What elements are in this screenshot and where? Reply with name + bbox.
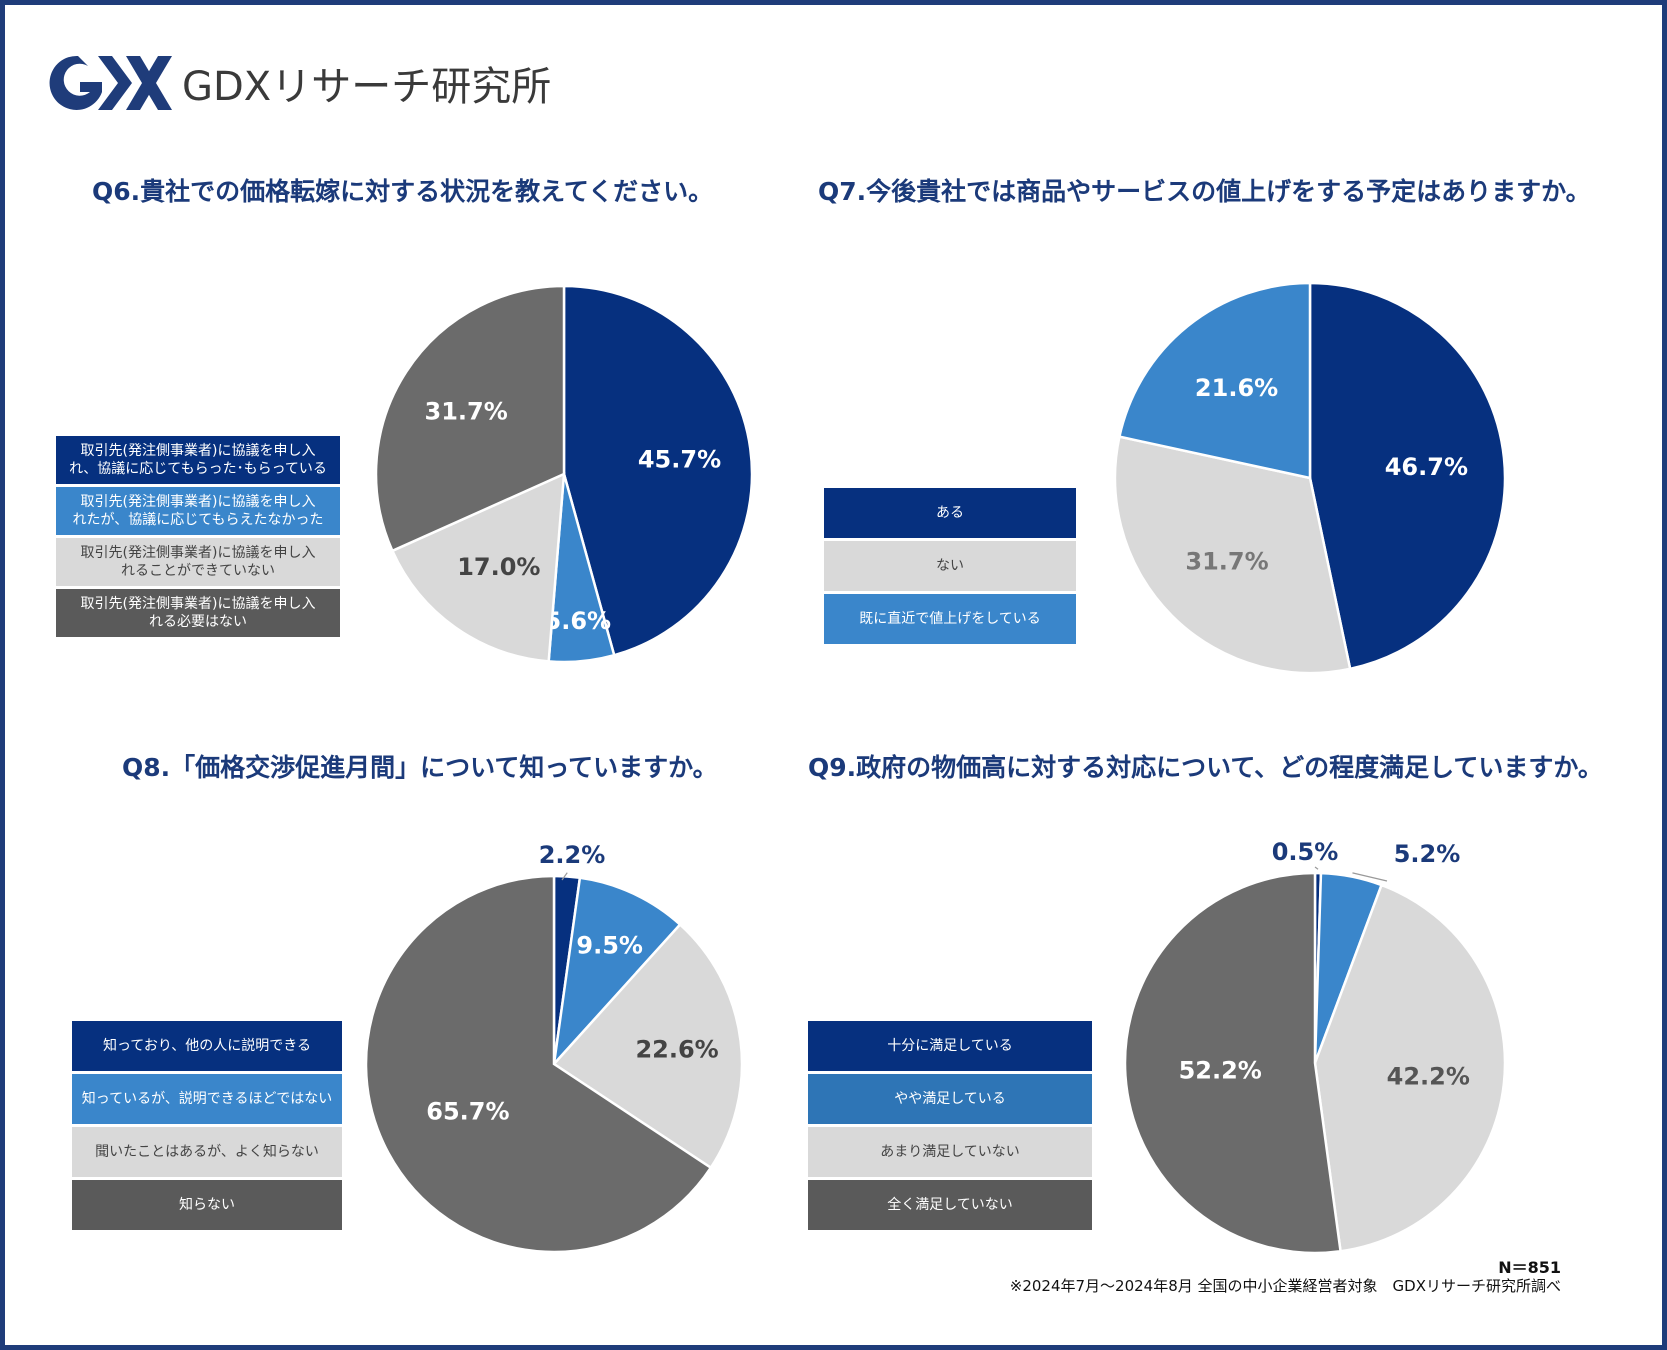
q9-slice-3 (1313, 883, 1507, 1253)
q9-legend-label: 十分に満足している (887, 1038, 1013, 1054)
q7-slice-1 (1308, 281, 1507, 671)
q6-data-label-2: 5.6% (545, 607, 612, 635)
q9-legend-item-3: あまり満足していない (808, 1127, 1092, 1177)
q6-title: Q6.貴社での価格転嫁に対する状況を教えてください。 (92, 177, 714, 206)
q8-legend-item-1: 知っており、他の人に説明できる (72, 1021, 342, 1071)
q6-slice-4 (374, 284, 566, 553)
q7-slice-2 (1113, 435, 1352, 675)
q9-data-label-2: 5.2% (1394, 840, 1461, 868)
q6-legend-label: 取引先(発注側事業者)に協議を申し入 (80, 443, 316, 459)
q6-slice-3 (390, 471, 566, 663)
q6-legend-item-4: 取引先(発注側事業者)に協議を申し入 れる必要はない (56, 589, 340, 637)
q9-data-label-3: 42.2% (1387, 1063, 1470, 1091)
q9-data-label-1: 0.5% (1272, 838, 1339, 866)
q7-legend-label: ない (936, 558, 964, 574)
q8-slice-4 (364, 874, 713, 1254)
q8-legend-item-4: 知らない (72, 1180, 342, 1230)
q9-legend-label: あまり満足していない (880, 1144, 1020, 1160)
q8-data-label-4: 65.7% (426, 1097, 509, 1125)
q6-data-label-4: 31.7% (425, 398, 508, 426)
q9-legend-label: やや満足している (894, 1091, 1006, 1107)
q9-leader-line-2 (1352, 872, 1388, 882)
q9-title: Q9.政府の物価高に対する対応について、どの程度満足していますか。 (808, 753, 1603, 782)
q9-slice-4 (1123, 871, 1342, 1255)
q7-data-label-1: 46.7% (1385, 453, 1468, 481)
q8-pie-chart: 2.2% 9.5% 22.6% 65.7% (364, 841, 744, 1254)
q6-slice-1 (562, 284, 754, 657)
q6-legend-item-2: 取引先(発注側事業者)に協議を申し入 れたが、協議に応じてもらえたなかった (56, 487, 340, 535)
q9-legend: 十分に満足している やや満足している あまり満足していない 全く満足していない (808, 1021, 1092, 1233)
q6-legend: 取引先(発注側事業者)に協議を申し入 れ、協議に応じてもらった･もらっている 取引先… (56, 436, 340, 640)
q8-legend-label: 聞いたことはあるが、よく知らない (95, 1144, 319, 1160)
q7-legend-item-2: ない (824, 541, 1076, 591)
gdx-logo-icon (49, 55, 172, 110)
q8-legend-label: 知っているが、説明できるほどではない (81, 1091, 333, 1107)
q9-data-label-4: 52.2% (1179, 1056, 1262, 1084)
q9-leader-line-1 (1314, 866, 1319, 870)
q6-data-label-1: 45.7% (638, 445, 721, 473)
q8-legend-item-3: 聞いたことはあるが、よく知らない (72, 1127, 342, 1177)
q7-slice-3 (1117, 281, 1312, 480)
q7-data-label-3: 21.6% (1195, 374, 1278, 402)
q8-leader-line-1 (561, 872, 568, 881)
q6-legend-label: 取引先(発注側事業者)に協議を申し入 (80, 596, 316, 612)
q8-slice-2 (552, 876, 682, 1068)
q9-legend-item-2: やや満足している (808, 1074, 1092, 1124)
q8-legend-item-2: 知っているが、説明できるほどではない (72, 1074, 342, 1124)
q8-title: Q8.「価格交渉促進月間」について知っていますか。 (122, 753, 718, 782)
q7-pie-chart: 46.7% 31.7% 21.6% (1113, 281, 1507, 675)
q9-legend-label: 全く満足していない (887, 1197, 1013, 1213)
q7-legend-label: 既に直近で値上げをしている (859, 611, 1041, 627)
q7-legend-item-3: 既に直近で値上げをしている (824, 594, 1076, 644)
q6-legend-label: れ、協議に応じてもらった･もらっている (69, 461, 327, 477)
q9-legend-item-4: 全く満足していない (808, 1180, 1092, 1230)
q6-legend-item-1: 取引先(発注側事業者)に協議を申し入 れ、協議に応じてもらった･もらっている (56, 436, 340, 484)
q8-data-label-2: 9.5% (576, 932, 643, 960)
q6-legend-label: 取引先(発注側事業者)に協議を申し入 (80, 494, 316, 510)
q7-data-label-2: 31.7% (1185, 547, 1268, 575)
q7-legend: あるない既に直近で値上げをしている (824, 488, 1076, 647)
q6-legend-label: れる必要はない (149, 614, 247, 630)
q6-pie-chart: 45.7% 5.6%17.0% 31.7% (374, 284, 754, 664)
logo-text: GDXリサーチ研究所 (182, 64, 552, 110)
q7-title: Q7.今後貴社では商品やサービスの値上げをする予定はありますか。 (818, 177, 1591, 206)
q7-legend-label: ある (936, 505, 964, 521)
q6-data-label-3: 17.0% (457, 553, 540, 581)
q8-legend-label: 知っており、他の人に説明できる (102, 1038, 312, 1054)
source-note: ※2024年7月～2024年8月 全国の中小企業経営者対象 GDXリサーチ研究所… (1009, 1277, 1561, 1295)
q8-legend: 知っており、他の人に説明できる知っているが、説明できるほどではない 聞いたことはあ… (72, 1021, 342, 1233)
q6-legend-label: 取引先(発注側事業者)に協議を申し入 (80, 545, 316, 561)
q6-legend-label: れたが、協議に応じてもらえたなかった (72, 512, 324, 528)
q8-legend-label: 知らない (179, 1197, 235, 1213)
sample-size: N＝851 (1498, 1258, 1561, 1277)
q6-legend-item-3: 取引先(発注側事業者)に協議を申し入 れることができていない (56, 538, 340, 586)
brand-logo: GDXリサーチ研究所 (48, 50, 551, 116)
q8-slice-3 (552, 922, 744, 1170)
q9-legend-item-1: 十分に満足している (808, 1021, 1092, 1071)
q8-data-label-1: 2.2% (539, 841, 606, 869)
q7-legend-item-1: ある (824, 488, 1076, 538)
q6-legend-label: れることができていない (121, 563, 275, 579)
q9-pie-chart: 0.5% 5.2% 42.2% 52.2% (1123, 838, 1507, 1255)
q8-data-label-3: 22.6% (635, 1035, 718, 1063)
